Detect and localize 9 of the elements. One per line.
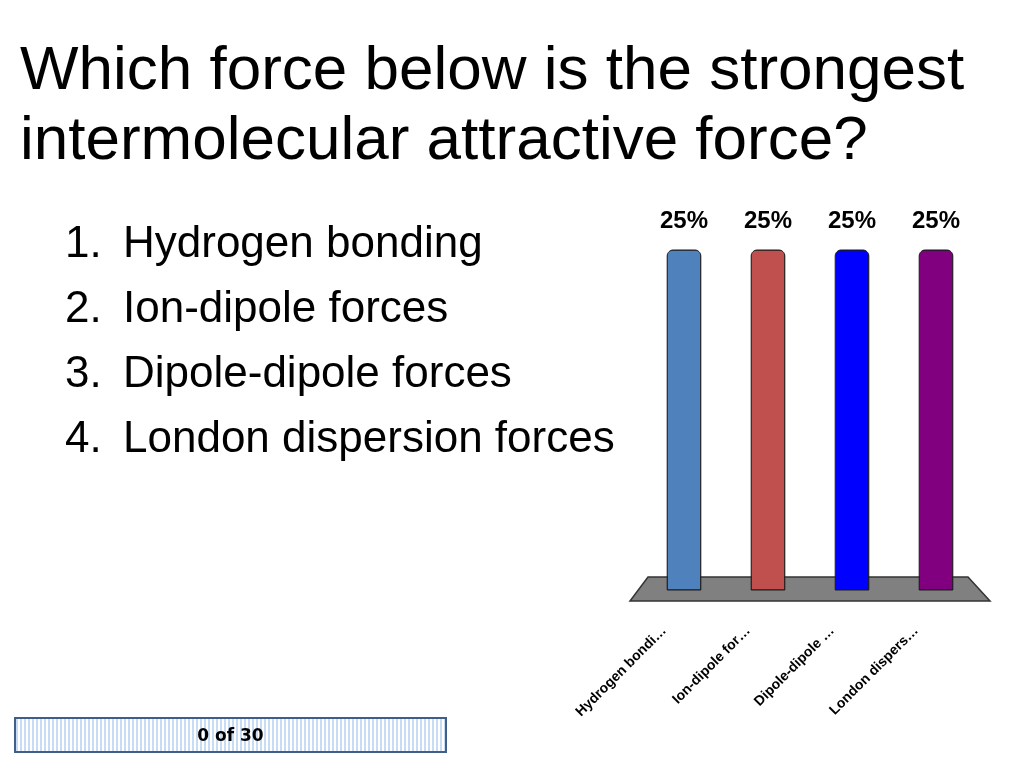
text: 4. London dispersion forces	[65, 411, 615, 463]
text: 2. Ion-dipole forces	[65, 281, 449, 333]
data-label: 25%	[827, 206, 877, 233]
chart-title: Which force below is the strongest intermolecular attractive force?	[20, 33, 966, 173]
text: 1. Hydrogen bonding	[65, 216, 483, 268]
text: 3. Dipole-dipole forces	[65, 346, 512, 398]
data-label: 25%	[911, 206, 961, 233]
data-label: 25%	[743, 206, 793, 233]
data-label: 25%	[659, 206, 709, 233]
